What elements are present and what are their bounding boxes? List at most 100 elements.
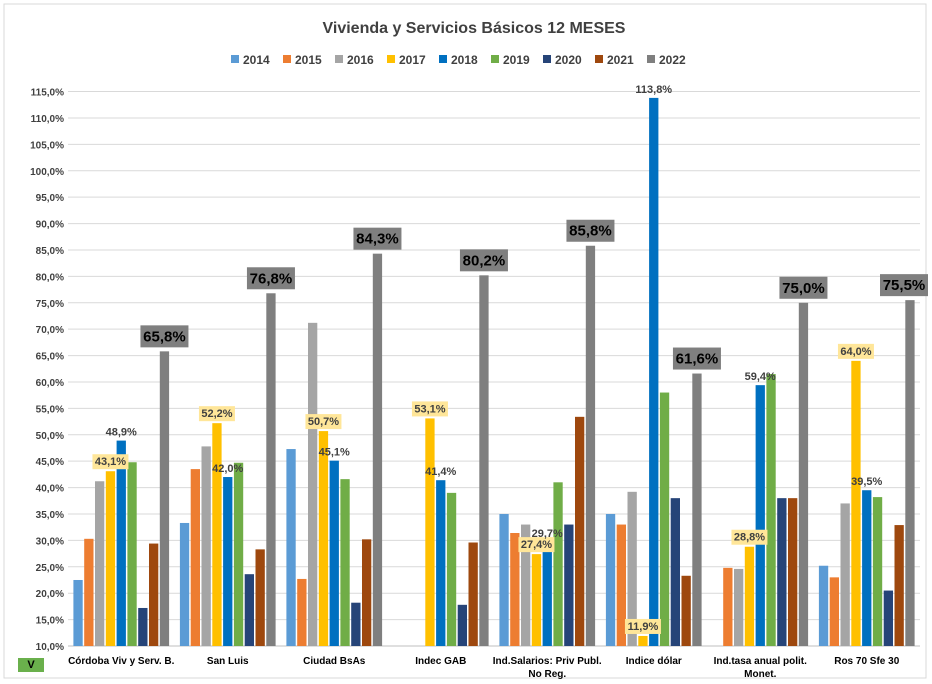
bar-2018-5 [649, 97, 659, 646]
bar-2015-6 [723, 567, 733, 646]
bar-2022-7 [905, 300, 915, 646]
bar-2019-3 [446, 492, 457, 646]
y-tick-label: 20,0% [36, 589, 64, 600]
legend-label-2016: 2016 [347, 53, 374, 67]
bar-2020-3 [457, 604, 467, 646]
data-label: 80,2% [463, 252, 506, 269]
legend-swatch-2017 [387, 55, 395, 63]
y-tick-label: 40,0% [36, 484, 64, 495]
legend-swatch-2015 [283, 55, 291, 63]
bar-2020-6 [777, 498, 787, 646]
bar-2021-7 [894, 525, 904, 646]
bar-2016-7 [840, 503, 850, 646]
data-label-box [411, 401, 448, 417]
sheet-cell-label: V [18, 658, 44, 672]
bar-2022-2 [372, 253, 383, 647]
bar-2022-5 [692, 373, 702, 646]
data-label: 65,8% [143, 328, 186, 345]
data-label: 53,1% [414, 403, 445, 415]
bar-2018-6 [755, 385, 765, 646]
bar-2015-2 [297, 578, 307, 646]
y-tick-label: 55,0% [36, 404, 64, 415]
data-label-box [837, 343, 874, 359]
legend-swatch-2016 [335, 55, 343, 63]
data-label-box [880, 274, 928, 297]
bar-2022-0 [159, 351, 170, 646]
data-label: 85,8% [569, 223, 612, 240]
legend-label-2019: 2019 [503, 53, 530, 67]
bar-2017-1 [212, 423, 222, 646]
y-tick-label: 90,0% [36, 220, 64, 231]
y-tick-label: 105,0% [30, 140, 64, 151]
legend-label-2017: 2017 [399, 53, 426, 67]
y-tick-label: 45,0% [36, 457, 64, 468]
bar-2019-7 [872, 497, 883, 646]
data-label-box [353, 227, 402, 250]
data-label: 42,0% [212, 463, 243, 475]
legend-swatch-2021 [595, 55, 603, 63]
bar-2014-1 [179, 522, 190, 646]
bar-2016-6 [734, 568, 744, 646]
data-label-box [566, 219, 615, 242]
bar-2014-4 [499, 513, 509, 646]
bar-2022-1 [266, 293, 276, 646]
bar-2020-7 [883, 590, 893, 646]
data-label-box [198, 406, 235, 422]
chart-title: Vivienda y Servicios Básicos 12 MESES [323, 20, 626, 37]
bar-2022-6 [798, 302, 809, 646]
bar-2016-1 [201, 446, 211, 646]
data-label: 84,3% [356, 231, 399, 248]
data-label: 113,8% [635, 84, 672, 96]
bar-2017-0 [105, 471, 116, 646]
bar-2015-5 [616, 524, 626, 646]
y-tick-label: 15,0% [36, 616, 64, 627]
y-tick-label: 50,0% [36, 431, 64, 442]
data-label: 27,4% [521, 539, 552, 551]
legend-label-2018: 2018 [451, 53, 478, 67]
bar-2018-0 [116, 440, 126, 646]
bar-2021-2 [362, 539, 372, 646]
bar-2019-4 [553, 482, 563, 646]
legend-label-2021: 2021 [607, 53, 634, 67]
bar-2019-0 [127, 462, 137, 646]
bar-2015-0 [84, 538, 94, 646]
data-label: 45,1% [319, 447, 350, 459]
bar-2020-5 [670, 498, 680, 646]
legend-label-2022: 2022 [659, 53, 686, 67]
data-label-box [246, 267, 295, 290]
data-label: 50,7% [308, 416, 339, 428]
data-label-box [731, 529, 768, 545]
bar-2017-5 [638, 635, 648, 646]
bar-2018-1 [223, 477, 233, 646]
bar-2017-2 [318, 431, 329, 646]
bar-2021-0 [149, 543, 159, 646]
bar-2014-7 [818, 565, 829, 646]
data-label: 48,9% [106, 427, 137, 439]
bar-2020-0 [138, 607, 148, 646]
y-tick-label: 115,0% [31, 88, 64, 99]
y-tick-label: 65,0% [36, 352, 64, 363]
x-tick-label: San Luis [207, 656, 249, 667]
data-label: 39,5% [851, 476, 882, 488]
data-label-box [140, 325, 189, 348]
bar-2015-4 [510, 533, 520, 646]
data-label: 52,2% [201, 408, 232, 420]
y-axis: 10,0% 15,0% 20,0% 25,0% 30,0% 35,0% 40,0% 45,0%… [30, 88, 64, 653]
x-tick-label: Indec GAB [415, 656, 466, 667]
bar-2021-1 [255, 549, 265, 646]
y-tick-label: 80,0% [36, 272, 64, 283]
data-label-box [672, 347, 721, 370]
bar-2018-4 [542, 541, 552, 646]
bar-2016-0 [95, 481, 105, 646]
legend-label-2015: 2015 [295, 53, 322, 67]
bar-2022-4 [585, 245, 596, 646]
data-label-box [459, 249, 508, 272]
y-tick-label: 60,0% [36, 378, 64, 389]
x-tick-label: Ciudad BsAs [303, 656, 366, 667]
legend-swatch-2022 [647, 55, 655, 63]
data-label: 11,9% [628, 621, 659, 633]
bar-2018-2 [329, 460, 339, 646]
legend-swatch-2020 [543, 55, 551, 63]
legend-swatch-2018 [439, 55, 447, 63]
x-tick-label: Ind.Salarios: Priv Publ. No Reg. [493, 656, 602, 680]
